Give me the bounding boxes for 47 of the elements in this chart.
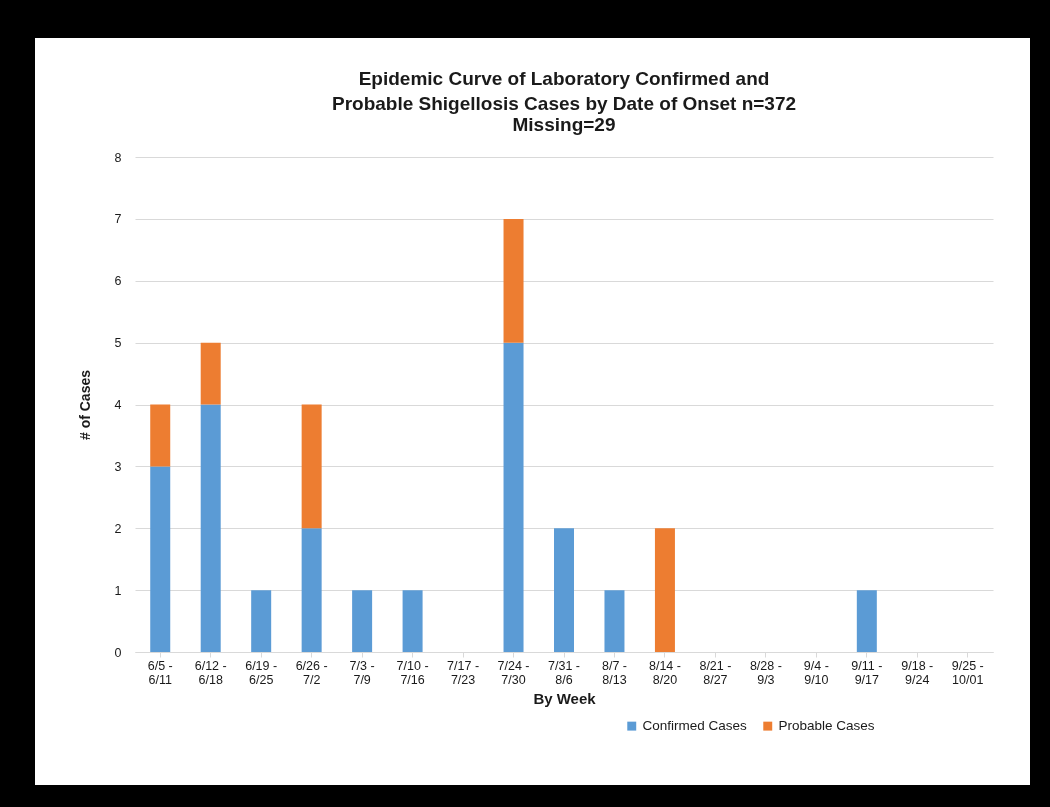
legend-label: Confirmed Cases <box>642 718 748 734</box>
x-axis-title: By Week <box>533 690 597 707</box>
bar <box>200 404 221 652</box>
x-tick-label: 7/17 - 7/23 <box>447 658 480 687</box>
x-tick-label: 8/21 - 8/27 <box>699 658 732 687</box>
x-tick-label: 6/5 - 6/11 <box>147 658 173 687</box>
y-tick-label: 3 <box>114 459 122 474</box>
y-tick-label: 6 <box>114 274 122 289</box>
x-tick-label: 7/31 - 8/6 <box>548 658 580 687</box>
x-tick-label: 9/11 - 9/17 <box>851 658 883 687</box>
bar <box>856 590 877 652</box>
bar <box>150 404 171 467</box>
bar <box>604 590 625 652</box>
x-tick-label: 8/7 - 8/13 <box>601 658 627 687</box>
y-tick-label: 1 <box>114 583 122 598</box>
x-tick-label: 8/14 - 8/20 <box>648 658 681 687</box>
chart-subtitle: Missing=29 <box>512 114 616 135</box>
bar <box>402 590 423 652</box>
bar <box>301 528 322 652</box>
x-tick-label: 8/28 - 9/3 <box>749 658 782 687</box>
y-tick-label: 8 <box>114 150 122 165</box>
y-tick-label: 2 <box>114 521 122 536</box>
bar <box>352 590 373 652</box>
bar <box>200 342 221 405</box>
bar <box>150 466 171 652</box>
bar <box>554 528 574 652</box>
x-tick-label: 6/19 - 6/25 <box>245 658 278 687</box>
x-tick-label: 7/24 - 7/30 <box>497 658 530 687</box>
y-axis-title: # of Cases <box>76 369 93 441</box>
y-tick-label: 7 <box>114 212 122 227</box>
bar <box>503 342 524 652</box>
x-tick-label: 9/25 - 10/01 <box>951 658 984 687</box>
y-tick-label: 5 <box>114 336 122 351</box>
x-tick-label: 9/4 - 9/10 <box>803 658 829 687</box>
x-tick-label: 9/18 - 9/24 <box>901 658 934 687</box>
y-tick-label: 0 <box>114 645 122 660</box>
bar <box>654 528 675 652</box>
x-tick-label: 6/26 - 7/2 <box>295 658 328 687</box>
x-tick-label: 7/10 - 7/16 <box>396 658 429 687</box>
chart-title: Epidemic Curve of Laboratory Confirmed and Probable Shigellosis Cases by Date of Onset n=372 <box>331 68 797 114</box>
bar <box>503 218 524 343</box>
y-tick-label: 4 <box>114 398 122 412</box>
x-tick-label: 6/12 - 6/18 <box>194 658 227 687</box>
legend-label: Probable Cases <box>778 718 875 734</box>
x-tick-label: 7/3 - 7/9 <box>349 658 375 687</box>
bar <box>301 404 322 529</box>
bar <box>251 590 272 652</box>
